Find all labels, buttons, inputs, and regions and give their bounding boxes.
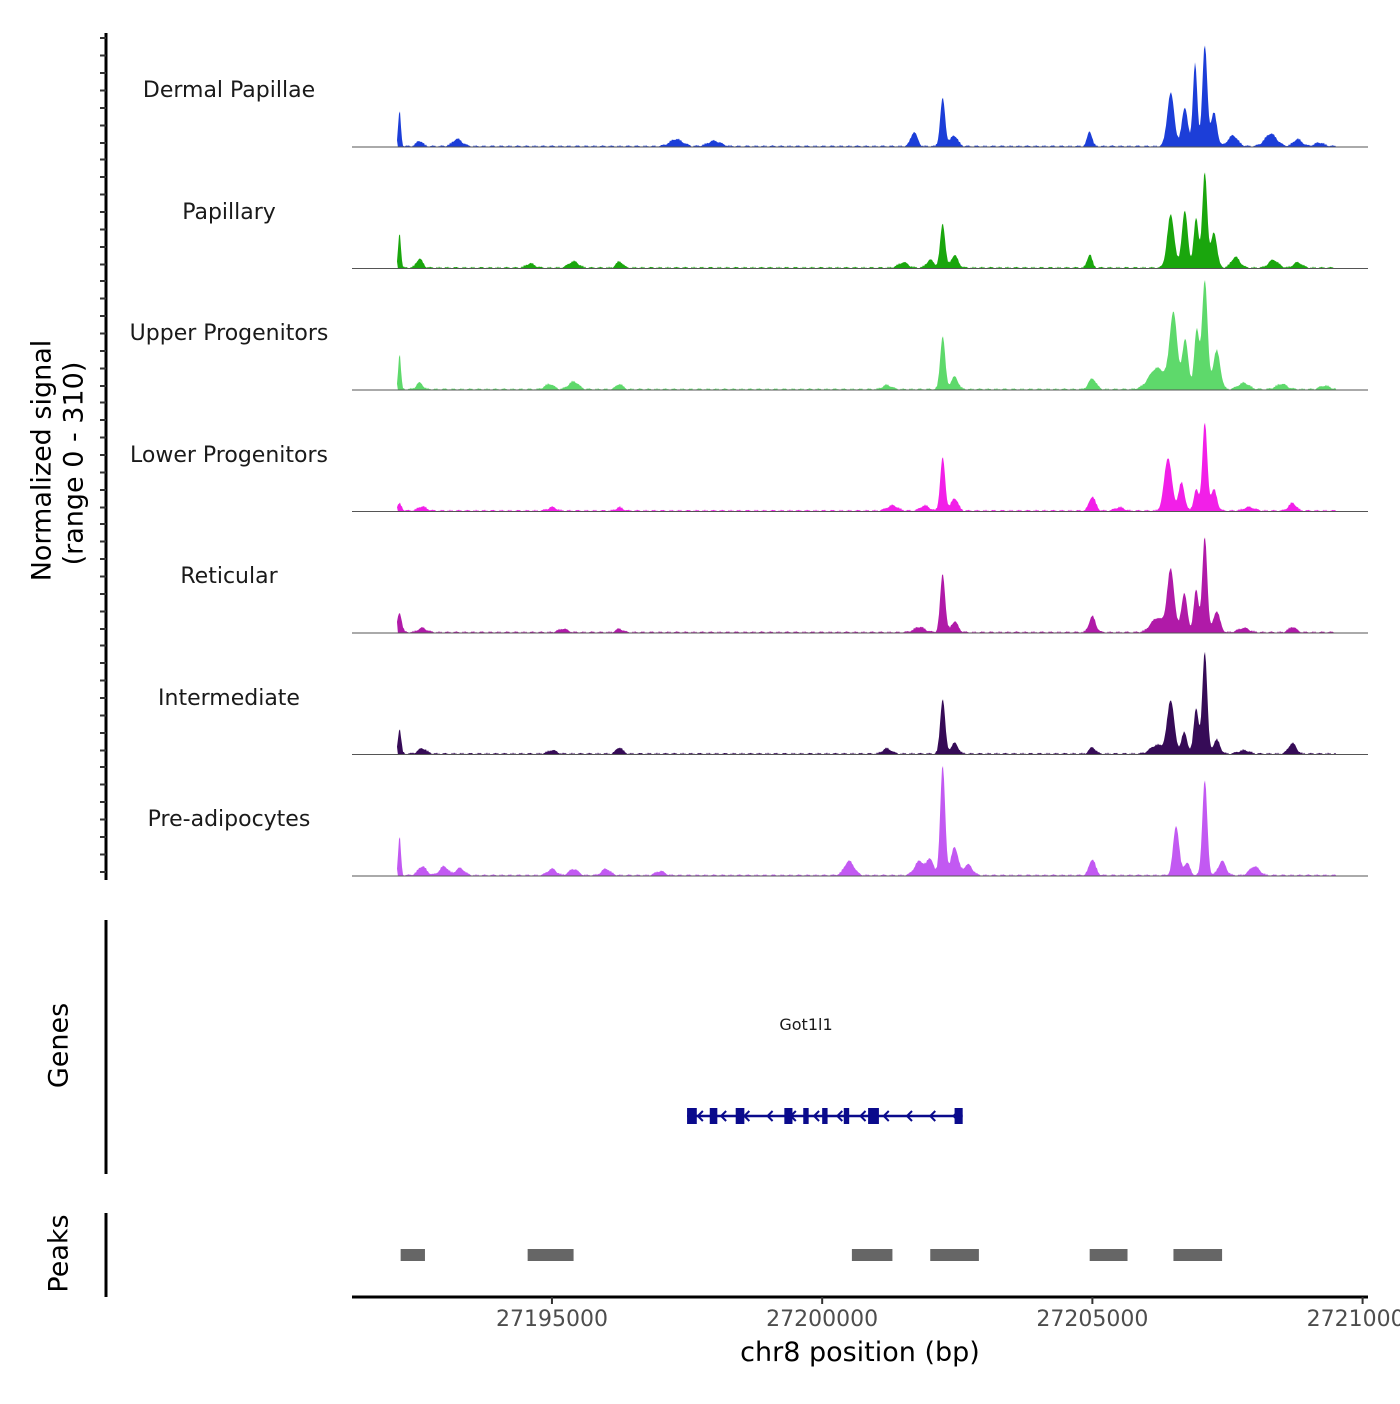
x-axis-title: chr8 position (bp) <box>740 1337 980 1368</box>
gene-exon <box>687 1108 697 1124</box>
peak-region <box>1089 1249 1128 1261</box>
strand-arrow <box>766 1110 774 1122</box>
track-label: Lower Progenitors <box>130 442 328 468</box>
coverage-area <box>397 172 1336 269</box>
peak-region <box>930 1249 979 1261</box>
track-papillary <box>352 172 1368 269</box>
gene-exon <box>709 1108 718 1124</box>
gene-label: Got1l1 <box>779 1015 833 1034</box>
strand-arrow <box>882 1110 890 1122</box>
strand-arrow <box>719 1110 727 1122</box>
y-axis-title-line2: (range 0 - 310) <box>58 361 90 566</box>
x-tick-label: 27200000 <box>766 1307 879 1332</box>
gene-exon <box>822 1108 828 1124</box>
strand-arrow <box>696 1110 704 1122</box>
peak-region <box>400 1249 425 1261</box>
track-label: Intermediate <box>158 685 300 711</box>
peak-region <box>527 1249 574 1261</box>
track-label: Dermal Papillae <box>142 78 316 103</box>
track-pre-adipocytes <box>352 766 1368 877</box>
strand-arrow <box>859 1110 867 1122</box>
track-dermal-papillae <box>352 45 1368 148</box>
gene-exon <box>954 1108 963 1124</box>
coverage-area <box>397 766 1336 876</box>
peaks-panel-label: Peaks <box>43 1214 75 1293</box>
track-lower-progenitors <box>352 422 1368 512</box>
track-label: Pre-adipocytes <box>147 807 311 832</box>
strand-arrow <box>928 1110 936 1122</box>
gene-exon <box>868 1108 879 1124</box>
peak-region <box>1173 1249 1223 1261</box>
track-label: Upper Progenitors <box>129 321 329 346</box>
track-label: Reticular <box>180 564 278 589</box>
gene-exon <box>803 1108 809 1124</box>
x-tick-label: 27195000 <box>495 1307 608 1332</box>
peak-regions <box>400 1249 1223 1261</box>
strand-arrow <box>812 1110 820 1122</box>
track-label: Papillary <box>182 199 276 225</box>
gene-model <box>687 1108 963 1124</box>
track-upper-progenitors <box>352 280 1368 391</box>
strand-arrow <box>835 1110 844 1122</box>
coverage-area <box>397 280 1336 390</box>
y-axis-title-line1: Normalized signal <box>26 339 58 582</box>
coverage-area <box>397 422 1336 512</box>
gene-exon <box>735 1108 745 1124</box>
x-tick-label: 27210000 <box>1306 1307 1400 1332</box>
peak-region <box>851 1249 893 1261</box>
coverage-area <box>397 537 1336 633</box>
gene-exon <box>843 1108 850 1124</box>
coverage-area <box>397 45 1336 147</box>
strand-arrow <box>905 1110 913 1122</box>
coverage-area <box>397 651 1336 755</box>
genes-panel-label: Genes <box>43 1002 75 1089</box>
track-reticular <box>352 537 1368 634</box>
gene-exon <box>784 1108 793 1124</box>
coverage-y-ticks <box>100 37 106 873</box>
x-tick-label: 27205000 <box>1036 1307 1149 1332</box>
track-intermediate <box>352 651 1368 755</box>
